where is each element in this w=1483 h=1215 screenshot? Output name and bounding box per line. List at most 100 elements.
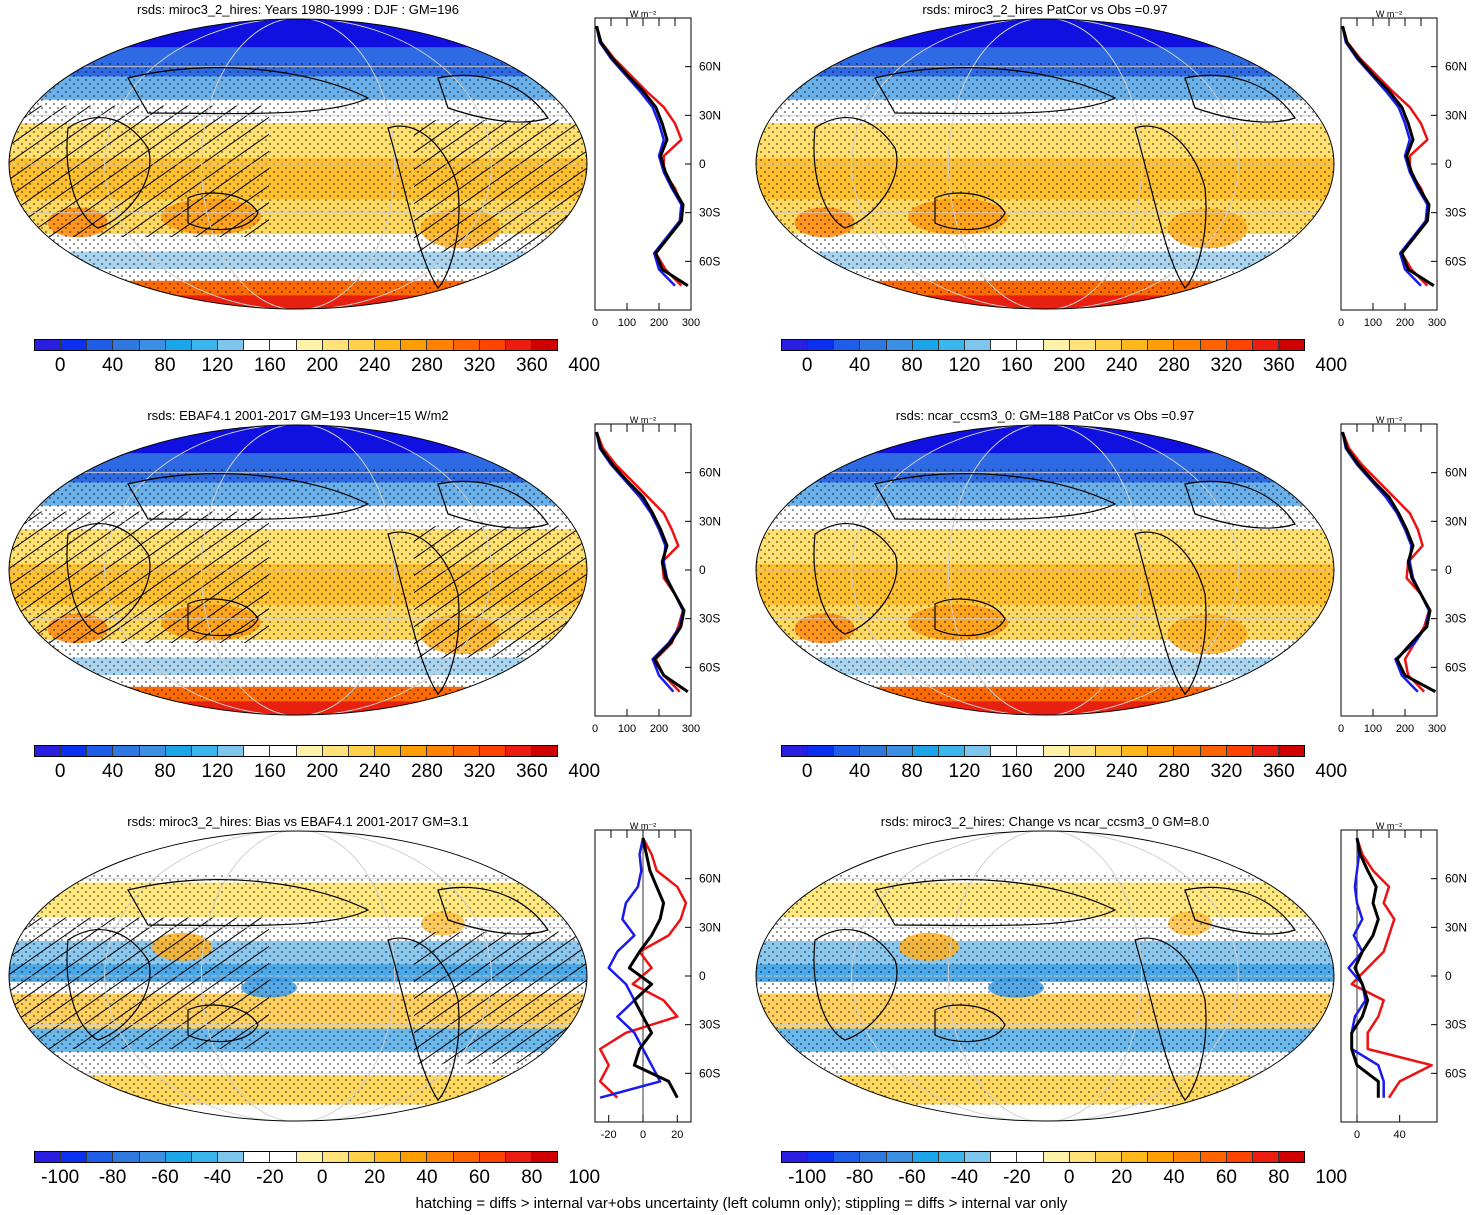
zonal-frame (1340, 423, 1438, 717)
colorbar-label: 240 (358, 355, 391, 376)
zonal-xtick-label: 0 (640, 1129, 646, 1141)
colorbar-label: 40 (1163, 1167, 1185, 1188)
zonal-mean-plot: W m⁻² 60N 30N 0 30S 60S 0 100 200 300 (1338, 9, 1467, 329)
colorbar-swatch (860, 746, 887, 756)
colorbar-swatch (87, 340, 114, 350)
colorbar-swatch (531, 746, 558, 756)
zonal-xtick-label: 100 (1364, 317, 1382, 329)
colorbar-label: 0 (54, 761, 66, 782)
colorbar-swatch (991, 1152, 1018, 1162)
map-plot (755, 18, 1335, 310)
colorbar-label: -60 (151, 1167, 179, 1188)
zonal-ytick-label: 60S (699, 660, 720, 674)
colorbar-label: 160 (1000, 761, 1033, 782)
colorbar-label: 120 (948, 761, 981, 782)
colorbar-swatch (938, 1152, 966, 1162)
colorbar-label: 280 (1158, 355, 1190, 376)
colorbar-label: 320 (1210, 355, 1243, 376)
colorbar-label: 240 (1105, 761, 1138, 782)
colorbar-swatch (191, 1152, 219, 1162)
colorbar-swatch (296, 340, 323, 350)
colorbar-label: 160 (253, 761, 286, 782)
zonal-unit-label: W m⁻² (1376, 415, 1402, 425)
colorbar-swatch (782, 340, 809, 350)
colorbar-label: 400 (1315, 761, 1348, 782)
zonal-xtick-label: 300 (1428, 317, 1446, 329)
map-title: rsds: EBAF4.1 2001-2017 GM=193 Uncer=15 … (147, 408, 449, 423)
colorbar-swatch (348, 1152, 376, 1162)
colorbar (34, 339, 558, 351)
colorbar-swatch (834, 1152, 861, 1162)
colorbar-swatch (35, 1152, 62, 1162)
zonal-series-red (1341, 431, 1431, 693)
colorbar-swatch (61, 746, 88, 756)
colorbar-label: 0 (801, 355, 813, 376)
colorbar-swatch (218, 1152, 245, 1162)
colorbar-swatch (965, 746, 992, 756)
colorbar-label: 400 (568, 355, 601, 376)
zonal-ytick-label: 0 (699, 969, 706, 983)
colorbar-label: 400 (1315, 355, 1348, 376)
zonal-ytick-label: 30N (699, 514, 721, 528)
zonal-ytick-label: 60S (699, 254, 720, 268)
map-title: rsds: miroc3_2_hires PatCor vs Obs =0.97 (922, 2, 1168, 17)
colorbar-swatch (1174, 1152, 1201, 1162)
colorbar-swatch (1043, 746, 1070, 756)
zonal-series-blue (1341, 431, 1431, 693)
zonal-unit-label: W m⁻² (630, 9, 656, 19)
colorbar-swatch (860, 1152, 887, 1162)
zonal-xtick-label: 0 (1338, 317, 1344, 329)
colorbar-swatch (505, 340, 532, 350)
zonal-series-blue (1341, 25, 1429, 287)
zonal-xtick-label: 0 (592, 723, 598, 735)
zonal-ytick-label: 0 (699, 157, 706, 171)
zonal-series-blue (595, 25, 683, 287)
zonal-xtick-label: 20 (671, 1129, 683, 1141)
colorbar-swatch (1200, 340, 1227, 350)
colorbar-swatch (991, 340, 1018, 350)
zonal-series-black (595, 25, 689, 287)
colorbar-label: 240 (358, 761, 391, 782)
colorbar-label: 200 (306, 355, 339, 376)
zonal-ytick-label: 60S (1445, 254, 1466, 268)
colorbar-swatch (427, 1152, 454, 1162)
colorbar-swatch (1122, 340, 1149, 350)
zonal-unit-label: W m⁻² (1376, 9, 1402, 19)
colorbar-label: 0 (316, 1167, 328, 1188)
colorbar-label: 120 (201, 355, 234, 376)
zonal-ytick-label: 60N (699, 60, 721, 74)
colorbar-label: 320 (1210, 761, 1243, 782)
colorbar-label: 40 (416, 1167, 438, 1188)
colorbar-swatch (1148, 340, 1175, 350)
colorbar-swatch (322, 1152, 349, 1162)
colorbar-swatch (1017, 340, 1044, 350)
colorbar (781, 745, 1305, 757)
colorbar-swatch (782, 1152, 809, 1162)
colorbar-swatch (165, 1152, 192, 1162)
map-plot (8, 830, 588, 1122)
colorbar-swatch (35, 340, 62, 350)
zonal-ytick-label: 30N (699, 920, 721, 934)
colorbar-label: 240 (1105, 355, 1138, 376)
colorbar-swatch (1095, 340, 1123, 350)
zonal-series-blue (1347, 837, 1385, 1098)
colorbar-swatch (191, 746, 219, 756)
colorbar-swatch (113, 746, 140, 756)
colorbar-swatch (165, 340, 192, 350)
colorbar-swatch (938, 746, 966, 756)
colorbar-swatch (401, 746, 428, 756)
colorbar-label: -100 (41, 1167, 80, 1188)
zonal-unit-label: W m⁻² (630, 821, 656, 831)
zonal-xtick-label: 100 (1364, 723, 1382, 735)
colorbar-label: 0 (54, 355, 66, 376)
colorbar-swatch (1226, 1152, 1253, 1162)
colorbar-label: -100 (788, 1167, 827, 1188)
zonal-series-red (595, 431, 685, 693)
colorbar-label: 40 (849, 355, 871, 376)
zonal-ytick-label: 60S (699, 1066, 720, 1080)
colorbar-swatch (61, 1152, 88, 1162)
colorbar-swatch (375, 746, 402, 756)
colorbar-swatch (139, 746, 166, 756)
colorbar-label: 0 (1063, 1167, 1075, 1188)
colorbar-swatch (886, 746, 913, 756)
